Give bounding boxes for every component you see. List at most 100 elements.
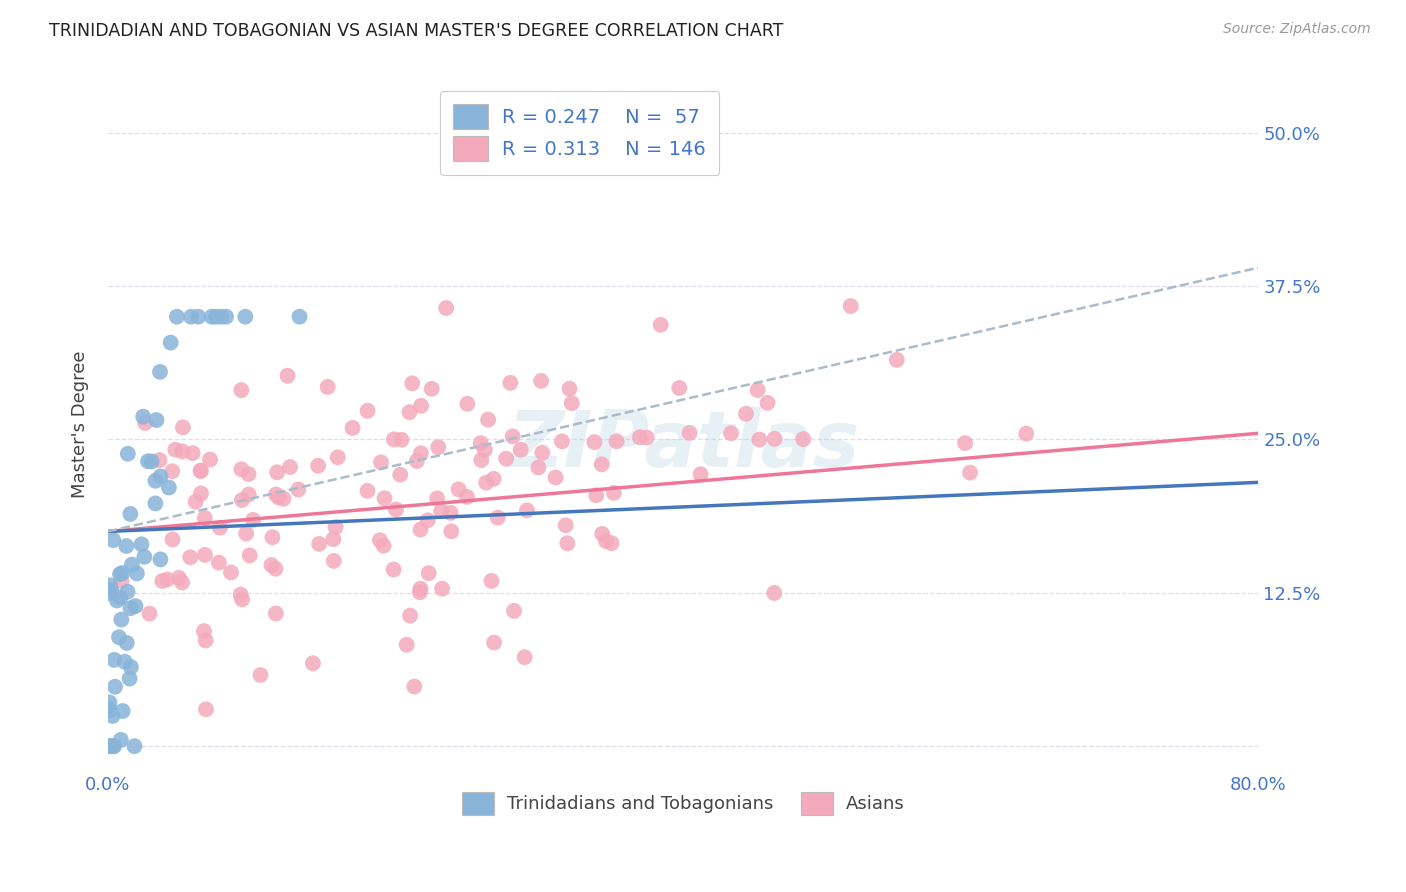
Point — [110, 591, 132, 605]
Point — [531, 446, 554, 460]
Point — [148, 453, 170, 467]
Point — [385, 502, 408, 516]
Point — [117, 584, 139, 599]
Point — [399, 608, 422, 623]
Point — [482, 472, 505, 486]
Text: TRINIDADIAN AND TOBAGONIAN VS ASIAN MASTER'S DEGREE CORRELATION CHART: TRINIDADIAN AND TOBAGONIAN VS ASIAN MAST… — [49, 22, 783, 40]
Point — [308, 537, 330, 551]
Point — [184, 494, 207, 508]
Point — [193, 624, 215, 639]
Point — [416, 513, 439, 527]
Point — [194, 548, 217, 562]
Point — [636, 431, 658, 445]
Point — [953, 436, 976, 450]
Point — [120, 660, 142, 674]
Point — [162, 464, 184, 478]
Point — [482, 635, 505, 649]
Point — [231, 592, 253, 607]
Point — [591, 527, 613, 541]
Point — [266, 466, 288, 480]
Point — [509, 442, 531, 457]
Point — [219, 566, 242, 580]
Point — [544, 470, 567, 484]
Point — [124, 739, 146, 753]
Point — [430, 582, 453, 596]
Point — [156, 573, 179, 587]
Point — [145, 413, 167, 427]
Point — [554, 518, 576, 533]
Point — [503, 604, 526, 618]
Point — [117, 447, 139, 461]
Point — [108, 630, 131, 644]
Point — [628, 430, 651, 444]
Point — [98, 739, 121, 753]
Point — [235, 526, 257, 541]
Point — [101, 709, 124, 723]
Point — [370, 455, 392, 469]
Point — [201, 310, 224, 324]
Point — [187, 310, 209, 324]
Point — [389, 467, 412, 482]
Point — [420, 382, 443, 396]
Point — [404, 680, 426, 694]
Point — [273, 491, 295, 506]
Point — [233, 310, 256, 324]
Point — [382, 433, 405, 447]
Point — [277, 368, 299, 383]
Point — [477, 412, 499, 426]
Point — [288, 310, 311, 324]
Point — [434, 301, 457, 315]
Point — [439, 506, 461, 520]
Point — [114, 655, 136, 669]
Point — [409, 446, 432, 460]
Point — [763, 432, 786, 446]
Point — [513, 650, 536, 665]
Point — [110, 732, 132, 747]
Point — [322, 532, 344, 546]
Point — [264, 487, 287, 501]
Point — [111, 566, 134, 580]
Point — [486, 510, 509, 524]
Point — [356, 483, 378, 498]
Point — [600, 536, 623, 550]
Point — [606, 434, 628, 449]
Point — [748, 433, 770, 447]
Point — [100, 582, 122, 597]
Point — [373, 539, 395, 553]
Point — [231, 462, 253, 476]
Point — [124, 599, 146, 614]
Point — [368, 533, 391, 548]
Point — [405, 454, 427, 468]
Point — [110, 574, 132, 588]
Point — [150, 574, 173, 588]
Point — [194, 633, 217, 648]
Point — [959, 466, 981, 480]
Point — [267, 491, 290, 505]
Point — [229, 588, 252, 602]
Point — [125, 566, 148, 581]
Point — [502, 429, 524, 443]
Point — [689, 467, 711, 482]
Point — [231, 383, 253, 397]
Point — [747, 383, 769, 397]
Point — [495, 451, 517, 466]
Point — [198, 452, 221, 467]
Point — [342, 421, 364, 435]
Point — [409, 523, 432, 537]
Point — [763, 586, 786, 600]
Point — [585, 488, 607, 502]
Point — [120, 507, 142, 521]
Point — [440, 524, 463, 539]
Point — [105, 593, 128, 607]
Point — [475, 475, 498, 490]
Point — [170, 575, 193, 590]
Point — [603, 486, 626, 500]
Point — [190, 464, 212, 478]
Point — [242, 513, 264, 527]
Point — [395, 638, 418, 652]
Point — [302, 657, 325, 671]
Point — [98, 695, 121, 709]
Point — [456, 490, 478, 504]
Text: ZIPatlas: ZIPatlas — [508, 407, 859, 483]
Point — [583, 435, 606, 450]
